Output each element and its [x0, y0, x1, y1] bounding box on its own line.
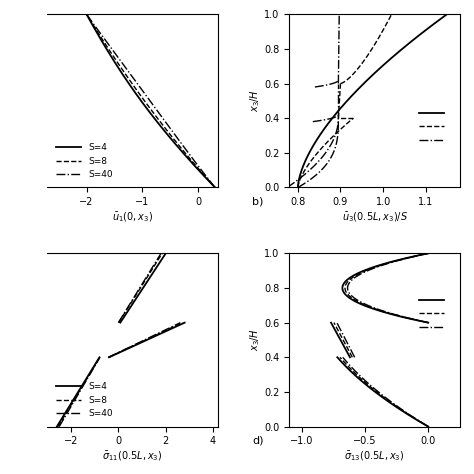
- X-axis label: $\bar{\sigma}_{11}(0.5L,x_3)$: $\bar{\sigma}_{11}(0.5L,x_3)$: [102, 449, 163, 463]
- Legend: S=4, S=8, S=40: S=4, S=8, S=40: [52, 140, 116, 183]
- Y-axis label: $x_3/H$: $x_3/H$: [248, 328, 262, 351]
- Text: d): d): [252, 436, 264, 446]
- Y-axis label: $x_3/H$: $x_3/H$: [248, 90, 262, 112]
- X-axis label: $\bar{u}_3(0.5L,x_3)/S$: $\bar{u}_3(0.5L,x_3)/S$: [342, 210, 408, 224]
- Legend: S=4, S=8, S=40: S=4, S=8, S=40: [52, 379, 116, 422]
- Legend: , , : , ,: [416, 105, 455, 148]
- X-axis label: $\bar{\sigma}_{13}(0.5L,x_3)$: $\bar{\sigma}_{13}(0.5L,x_3)$: [345, 449, 405, 463]
- Legend: , , : , ,: [416, 292, 455, 336]
- Text: b): b): [252, 197, 263, 207]
- X-axis label: $\bar{u}_1(0,x_3)$: $\bar{u}_1(0,x_3)$: [112, 210, 153, 224]
